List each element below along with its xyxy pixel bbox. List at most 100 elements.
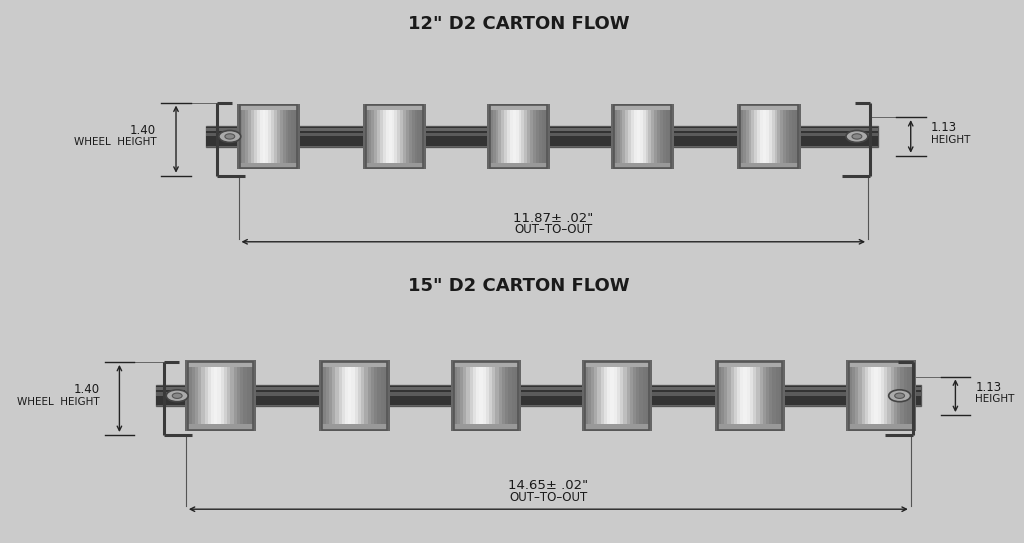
Bar	[746, 362, 751, 430]
Bar	[613, 162, 672, 167]
Bar	[188, 362, 253, 368]
Bar	[721, 362, 725, 430]
Bar	[515, 362, 519, 430]
Bar	[613, 105, 672, 110]
Bar	[532, 105, 537, 167]
Bar	[536, 105, 540, 167]
Bar	[496, 362, 500, 430]
Bar	[274, 105, 278, 167]
Bar	[780, 105, 784, 167]
Bar	[752, 105, 756, 167]
Bar	[646, 362, 650, 430]
Bar	[191, 362, 196, 430]
Bar	[718, 362, 782, 430]
Bar	[345, 362, 349, 430]
Bar	[527, 105, 531, 167]
Bar	[772, 362, 776, 430]
Bar	[513, 105, 517, 167]
Bar	[499, 105, 502, 167]
Bar	[504, 105, 508, 167]
Bar	[734, 362, 738, 430]
Bar	[380, 105, 384, 167]
Bar	[604, 362, 608, 430]
Bar	[740, 105, 798, 167]
Bar	[351, 362, 355, 430]
Bar	[473, 362, 477, 430]
Bar	[292, 105, 295, 167]
Bar	[195, 362, 199, 430]
Bar	[510, 105, 514, 167]
Bar	[211, 362, 215, 430]
Bar	[230, 362, 234, 430]
Bar	[910, 362, 914, 430]
Bar	[366, 162, 423, 167]
Bar	[907, 362, 911, 430]
Bar	[849, 362, 913, 430]
Text: 12" D2 CARTON FLOW: 12" D2 CARTON FLOW	[408, 15, 630, 33]
Bar	[205, 362, 209, 430]
Bar	[283, 105, 287, 167]
Bar	[755, 105, 758, 167]
Bar	[240, 105, 297, 167]
Bar	[289, 105, 293, 167]
Text: 11.87± .02": 11.87± .02"	[513, 212, 594, 224]
Bar	[718, 362, 782, 368]
Bar	[332, 362, 336, 430]
Bar	[737, 104, 801, 169]
Circle shape	[895, 393, 904, 399]
Bar	[454, 424, 518, 430]
Bar	[530, 105, 534, 167]
Bar	[240, 362, 245, 430]
Bar	[766, 362, 770, 430]
Bar	[881, 362, 885, 430]
Bar	[188, 362, 253, 430]
Bar	[874, 362, 879, 430]
Bar	[594, 362, 598, 430]
Bar	[454, 362, 518, 368]
Bar	[745, 105, 750, 167]
Text: WHEEL  HEIGHT: WHEEL HEIGHT	[17, 397, 99, 407]
Text: 15" D2 CARTON FLOW: 15" D2 CARTON FLOW	[408, 277, 630, 295]
Bar	[643, 362, 647, 430]
Bar	[585, 362, 649, 368]
Bar	[779, 362, 783, 430]
Text: 1.13: 1.13	[975, 381, 1001, 394]
Bar	[156, 392, 921, 396]
Bar	[871, 362, 876, 430]
Bar	[524, 105, 528, 167]
Bar	[240, 105, 297, 110]
Bar	[740, 162, 798, 167]
Bar	[240, 162, 297, 167]
Bar	[489, 105, 494, 167]
Bar	[585, 424, 649, 430]
Bar	[237, 104, 300, 169]
Bar	[640, 105, 644, 167]
Bar	[740, 105, 798, 167]
Bar	[601, 362, 605, 430]
Bar	[377, 105, 381, 167]
Text: 1.13: 1.13	[931, 121, 956, 134]
Bar	[406, 105, 410, 167]
Bar	[268, 105, 272, 167]
Bar	[188, 424, 253, 430]
Bar	[294, 105, 298, 167]
Bar	[760, 105, 764, 167]
Bar	[375, 105, 378, 167]
Bar	[626, 105, 630, 167]
Bar	[372, 105, 375, 167]
Bar	[237, 362, 241, 430]
Bar	[849, 424, 913, 430]
Bar	[358, 362, 362, 430]
Bar	[630, 362, 634, 430]
Bar	[208, 362, 212, 430]
Bar	[489, 105, 548, 167]
Bar	[634, 105, 638, 167]
Bar	[616, 105, 621, 167]
Bar	[792, 105, 796, 167]
Bar	[247, 362, 251, 430]
Bar	[616, 362, 622, 430]
Bar	[466, 362, 471, 430]
Bar	[257, 105, 261, 167]
Bar	[508, 362, 513, 430]
Bar	[362, 104, 426, 169]
